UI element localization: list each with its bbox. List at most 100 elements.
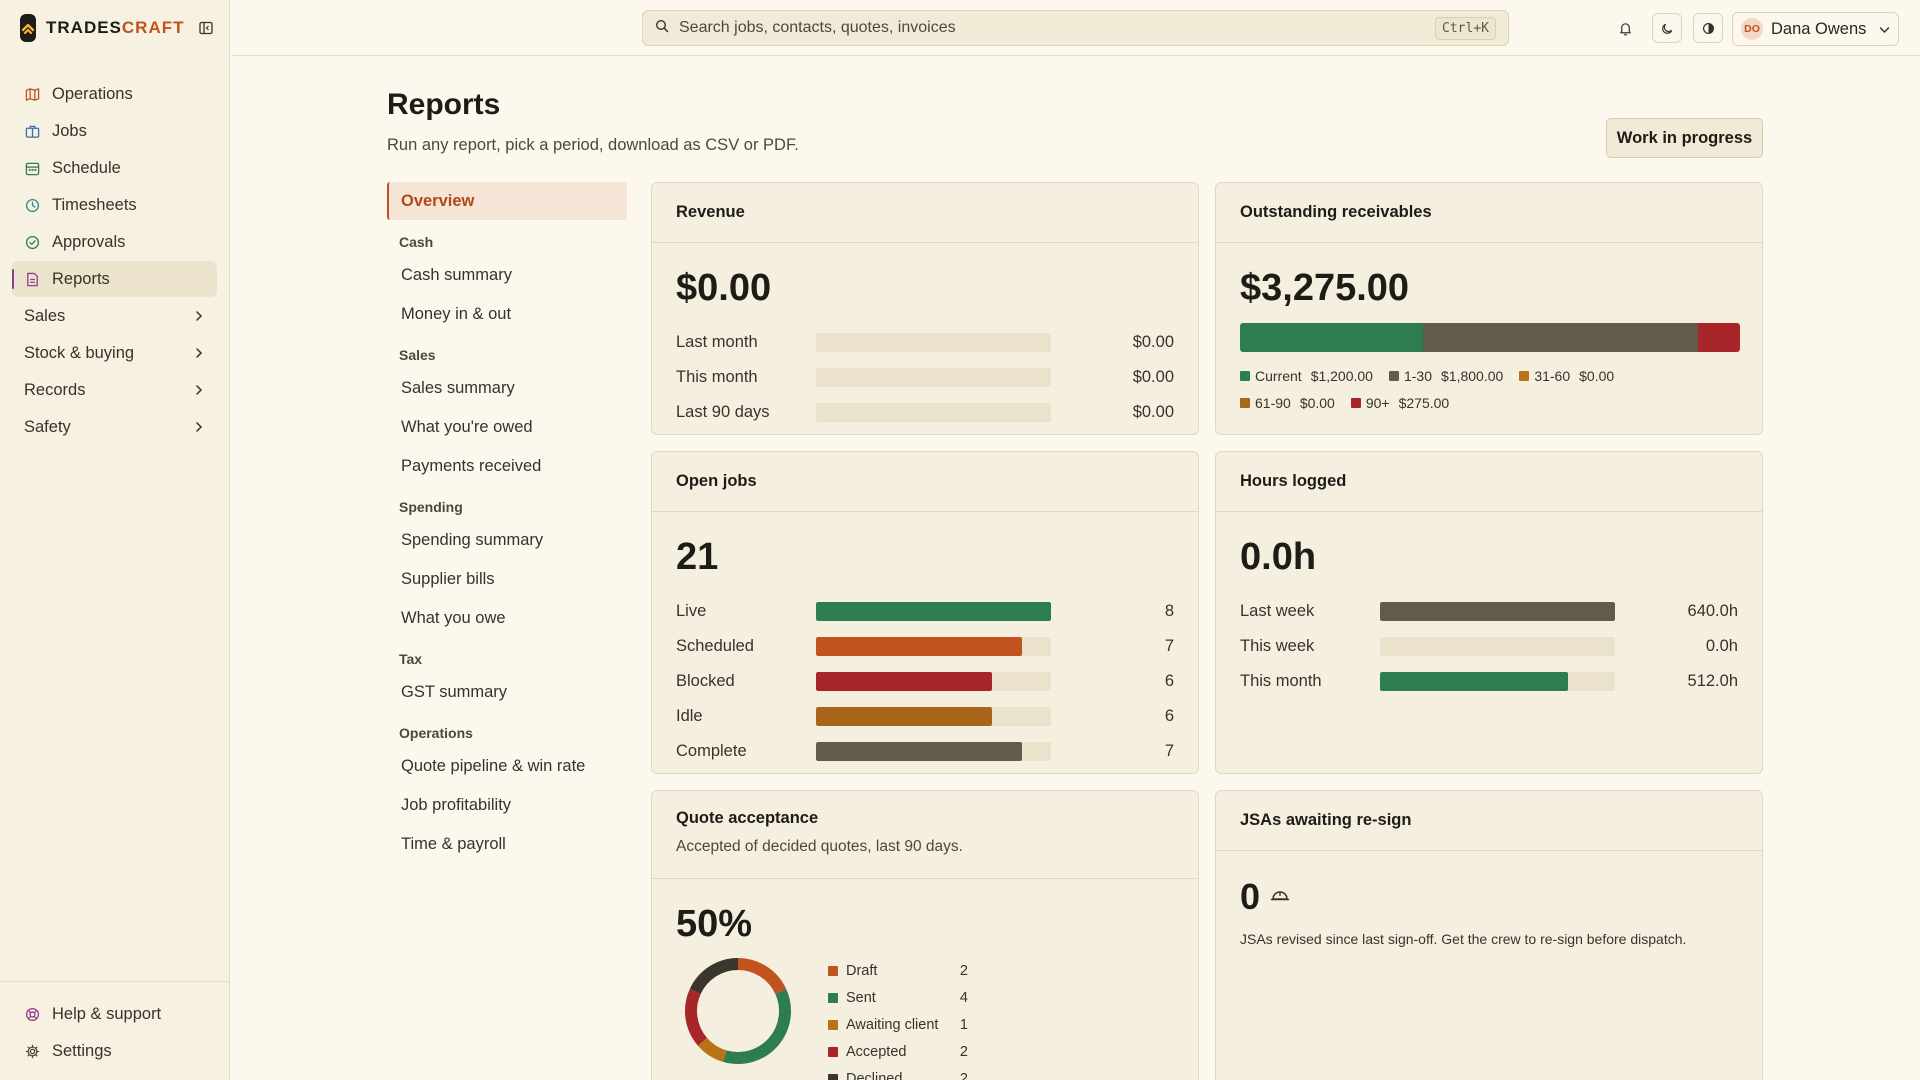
card-title: JSAs awaiting re-sign: [1216, 791, 1762, 851]
report-icon: [24, 271, 40, 287]
bar-fill: [816, 602, 1051, 621]
chevron-right-icon: [193, 421, 205, 433]
sidebar-item-jobs[interactable]: Jobs: [12, 113, 217, 149]
row-label: Scheduled: [676, 637, 754, 655]
donut-slice-declined: [689, 958, 739, 995]
sidebar-item-approvals[interactable]: Approvals: [12, 224, 217, 260]
contrast-icon[interactable]: [1693, 13, 1723, 43]
bell-icon[interactable]: [1611, 14, 1639, 42]
report-quote-pipeline[interactable]: Quote pipeline & win rate: [401, 756, 586, 775]
open-jobs-row: Complete 7: [676, 734, 1174, 769]
progress-bar: [1380, 672, 1615, 691]
legend-item: Current $1,200.00: [1240, 362, 1373, 389]
legend-item: Declined 2: [828, 1065, 968, 1080]
revenue-card: Revenue $0.00 Last month $0.00 This mont…: [651, 182, 1199, 435]
bar-fill: [1380, 602, 1615, 621]
report-sales-summary[interactable]: Sales summary: [401, 378, 515, 397]
stack-segment-1-30: [1423, 323, 1698, 352]
report-supplier-bills[interactable]: Supplier bills: [401, 569, 495, 588]
row-label: This month: [676, 368, 758, 386]
row-value: 6: [1164, 707, 1174, 725]
sidebar-collapse-icon[interactable]: [198, 20, 213, 36]
report-time-payroll[interactable]: Time & payroll: [401, 834, 506, 853]
chevron-down-icon: [1879, 20, 1890, 39]
user-menu-button[interactable]: DO Dana Owens: [1732, 12, 1899, 46]
legend-swatch: [828, 1019, 838, 1030]
chevron-right-icon: [193, 310, 205, 322]
sidebar-item-timesheets[interactable]: Timesheets: [12, 187, 217, 223]
report-what-youre-owed[interactable]: What you're owed: [401, 417, 533, 436]
sidebar-group-stock-buying[interactable]: Stock & buying: [12, 335, 217, 371]
hours-total: 0.0h: [1240, 536, 1317, 578]
sidebar-nav: Operations Jobs Schedule Timesheets Appr…: [0, 56, 229, 445]
open-jobs-total: 21: [676, 536, 719, 578]
hours-row: Last week 640.0h: [1240, 594, 1738, 629]
row-value: 0.0h: [1705, 637, 1738, 655]
report-menu-overview[interactable]: Overview: [387, 182, 627, 220]
sidebar-item-operations[interactable]: Operations: [12, 76, 217, 112]
legend-swatch: [1519, 370, 1530, 381]
donut-slice-sent: [723, 988, 791, 1064]
revenue-total: $0.00: [676, 267, 772, 309]
check-circle-icon: [24, 234, 40, 250]
bar-fill: [816, 707, 993, 726]
legend-swatch: [828, 992, 838, 1003]
report-menu: Overview Cash Cash summary Money in & ou…: [387, 182, 627, 864]
report-payments-received[interactable]: Payments received: [401, 456, 542, 475]
card-title: Open jobs: [652, 452, 1198, 512]
progress-bar: [816, 333, 1051, 352]
progress-bar: [816, 403, 1051, 422]
search-input[interactable]: Search jobs, contacts, quotes, invoices …: [642, 10, 1509, 46]
receivables-legend: Current $1,200.00 1-30 $1,800.00 31-60 $0.0…: [1240, 362, 1740, 416]
report-spending-summary[interactable]: Spending summary: [401, 530, 544, 549]
legend-item: Draft 2: [828, 957, 968, 984]
stack-segment-current: [1240, 323, 1424, 352]
open-jobs-row: Idle 6: [676, 699, 1174, 734]
report-job-profitability[interactable]: Job profitability: [401, 795, 512, 814]
legend-item: 90+ $275.00: [1350, 389, 1449, 416]
row-value: 8: [1164, 602, 1174, 620]
card-title: Quote acceptance: [676, 809, 819, 827]
sidebar-group-records[interactable]: Records: [12, 372, 217, 408]
sidebar-group-sales[interactable]: Sales: [12, 298, 217, 334]
sidebar-item-label: Operations: [52, 84, 133, 103]
work-in-progress-button[interactable]: Work in progress: [1606, 118, 1763, 158]
brand-logo-icon[interactable]: [20, 14, 36, 42]
revenue-row: This month $0.00: [676, 360, 1174, 395]
sidebar-group-safety[interactable]: Safety: [12, 409, 217, 445]
hours-row: This week 0.0h: [1240, 629, 1738, 664]
progress-bar: [816, 368, 1051, 387]
row-value: 512.0h: [1687, 672, 1738, 690]
report-money-in-out[interactable]: Money in & out: [401, 304, 512, 323]
legend-swatch: [828, 965, 838, 976]
progress-bar: [1380, 602, 1615, 621]
moon-icon[interactable]: [1652, 13, 1682, 43]
row-label: Complete: [676, 742, 747, 760]
jsas-note: JSAs revised since last sign-off. Get th…: [1240, 931, 1687, 947]
sidebar-item-help[interactable]: Help & support: [12, 996, 217, 1032]
chevron-right-icon: [193, 384, 205, 396]
legend-swatch: [828, 1046, 838, 1057]
row-label: This month: [1240, 672, 1322, 690]
report-cash-summary[interactable]: Cash summary: [401, 265, 512, 284]
report-section-title: Spending: [399, 499, 463, 515]
open-jobs-card: Open jobs 21 Live 8 Scheduled 7 Blocked …: [651, 451, 1199, 774]
page-title: Reports: [387, 88, 501, 121]
report-gst-summary[interactable]: GST summary: [401, 682, 508, 701]
hard-hat-icon: [1270, 887, 1290, 908]
receivables-card: Outstanding receivables $3,275.00 Curren…: [1215, 182, 1763, 435]
sidebar-item-label: Help & support: [52, 1004, 162, 1023]
sidebar-item-schedule[interactable]: Schedule: [12, 150, 217, 186]
row-label: This week: [1240, 637, 1315, 655]
row-label: Last week: [1240, 602, 1315, 620]
user-name: Dana Owens: [1771, 19, 1867, 38]
progress-bar: [816, 672, 1051, 691]
sidebar-item-label: Jobs: [52, 121, 87, 140]
row-label: Last month: [676, 333, 758, 351]
report-what-you-owe[interactable]: What you owe: [401, 608, 506, 627]
open-jobs-row: Blocked 6: [676, 664, 1174, 699]
sidebar-item-settings[interactable]: Settings: [12, 1033, 217, 1069]
sidebar-item-reports[interactable]: Reports: [12, 261, 217, 297]
card-subtitle: Accepted of decided quotes, last 90 days…: [676, 838, 963, 855]
progress-bar: [816, 707, 1051, 726]
